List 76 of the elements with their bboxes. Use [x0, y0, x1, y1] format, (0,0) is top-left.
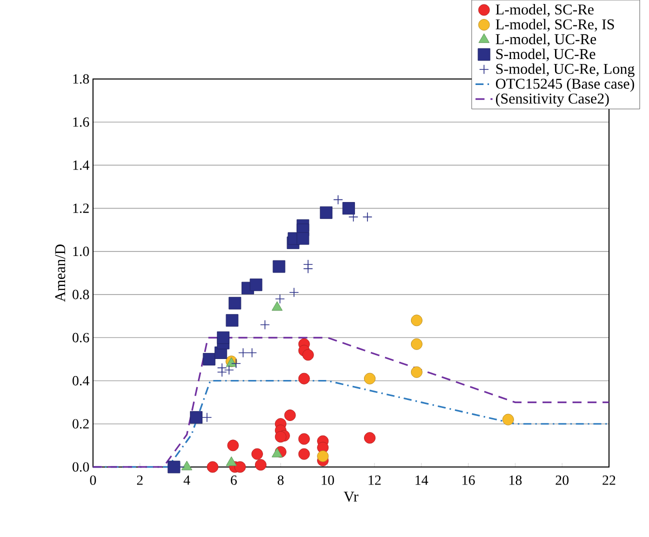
- point: [227, 440, 239, 452]
- point: [202, 352, 216, 366]
- point: [410, 314, 422, 326]
- legend-label: (Sensitivity Case2): [496, 93, 609, 107]
- point: [234, 461, 246, 473]
- legend-label: L-model, SC-Re: [496, 4, 594, 17]
- point: [274, 431, 286, 443]
- point: [298, 433, 310, 445]
- y-tick-label: 1.0: [73, 246, 89, 256]
- point: [216, 331, 230, 344]
- line-series: [92, 336, 610, 468]
- point: [289, 287, 299, 298]
- point: [250, 278, 262, 292]
- point: [342, 202, 355, 215]
- point: [317, 450, 329, 462]
- legend-label: OTC15245 (Base case): [496, 78, 634, 92]
- point: [364, 372, 376, 384]
- x-tick-label: 8: [278, 476, 284, 485]
- point: [364, 432, 376, 444]
- point: [298, 448, 310, 460]
- x-tick-label: 14: [416, 475, 428, 485]
- x-tick-label: 2: [137, 476, 143, 485]
- y-axis-title: Amean/D: [55, 244, 66, 302]
- point: [303, 264, 313, 274]
- point: [217, 362, 227, 373]
- point: [168, 460, 180, 474]
- point: [272, 448, 283, 458]
- y-tick-label: 0.8: [72, 290, 89, 300]
- x-tick-label: 16: [462, 476, 475, 485]
- point: [226, 314, 238, 327]
- point: [333, 194, 344, 205]
- point: [238, 348, 248, 358]
- y-tick-label: 1.8: [73, 74, 89, 84]
- point: [272, 260, 286, 273]
- legend-label: S-model, UC-Re: [496, 48, 596, 62]
- point: [190, 411, 202, 424]
- point: [251, 448, 263, 460]
- legend-label: S-model, UC-Re, Long: [496, 63, 635, 78]
- point: [231, 358, 241, 368]
- point: [272, 301, 283, 311]
- point: [298, 372, 310, 384]
- point: [410, 366, 422, 378]
- point: [362, 212, 372, 222]
- point: [302, 349, 314, 361]
- x-tick-label: 4: [184, 475, 190, 485]
- point: [202, 412, 212, 422]
- point: [410, 338, 422, 350]
- point: [254, 459, 266, 471]
- y-tick-label: 1.6: [73, 117, 90, 127]
- x-tick-label: 10: [322, 476, 334, 485]
- x-tick-label: 0: [90, 476, 96, 485]
- point: [247, 348, 257, 358]
- point: [275, 294, 285, 304]
- x-tick-label: 22: [602, 476, 616, 485]
- legend-label: L-model, SC-Re, IS: [496, 18, 614, 32]
- point: [206, 461, 218, 473]
- point: [284, 410, 296, 421]
- point: [260, 320, 270, 330]
- x-tick-label: 18: [509, 476, 522, 485]
- y-tick-label: 1.2: [73, 204, 89, 214]
- x-tick-label: 20: [556, 476, 569, 485]
- point: [502, 414, 514, 426]
- x-tick-label: 6: [230, 476, 237, 485]
- y-tick-label: 0.0: [72, 462, 89, 472]
- point: [228, 296, 242, 310]
- y-tick-label: 0.4: [72, 376, 90, 386]
- x-axis-title: Vr: [344, 492, 358, 502]
- point: [181, 460, 192, 470]
- point: [320, 206, 332, 219]
- x-tick-label: 12: [368, 476, 381, 485]
- point: [224, 365, 234, 375]
- y-tick-label: 0.6: [72, 332, 90, 342]
- y-tick-label: 0.2: [72, 419, 89, 429]
- y-tick-label: 1.4: [73, 160, 90, 170]
- point: [296, 232, 310, 245]
- legend-label: L-model, UC-Re: [496, 34, 596, 46]
